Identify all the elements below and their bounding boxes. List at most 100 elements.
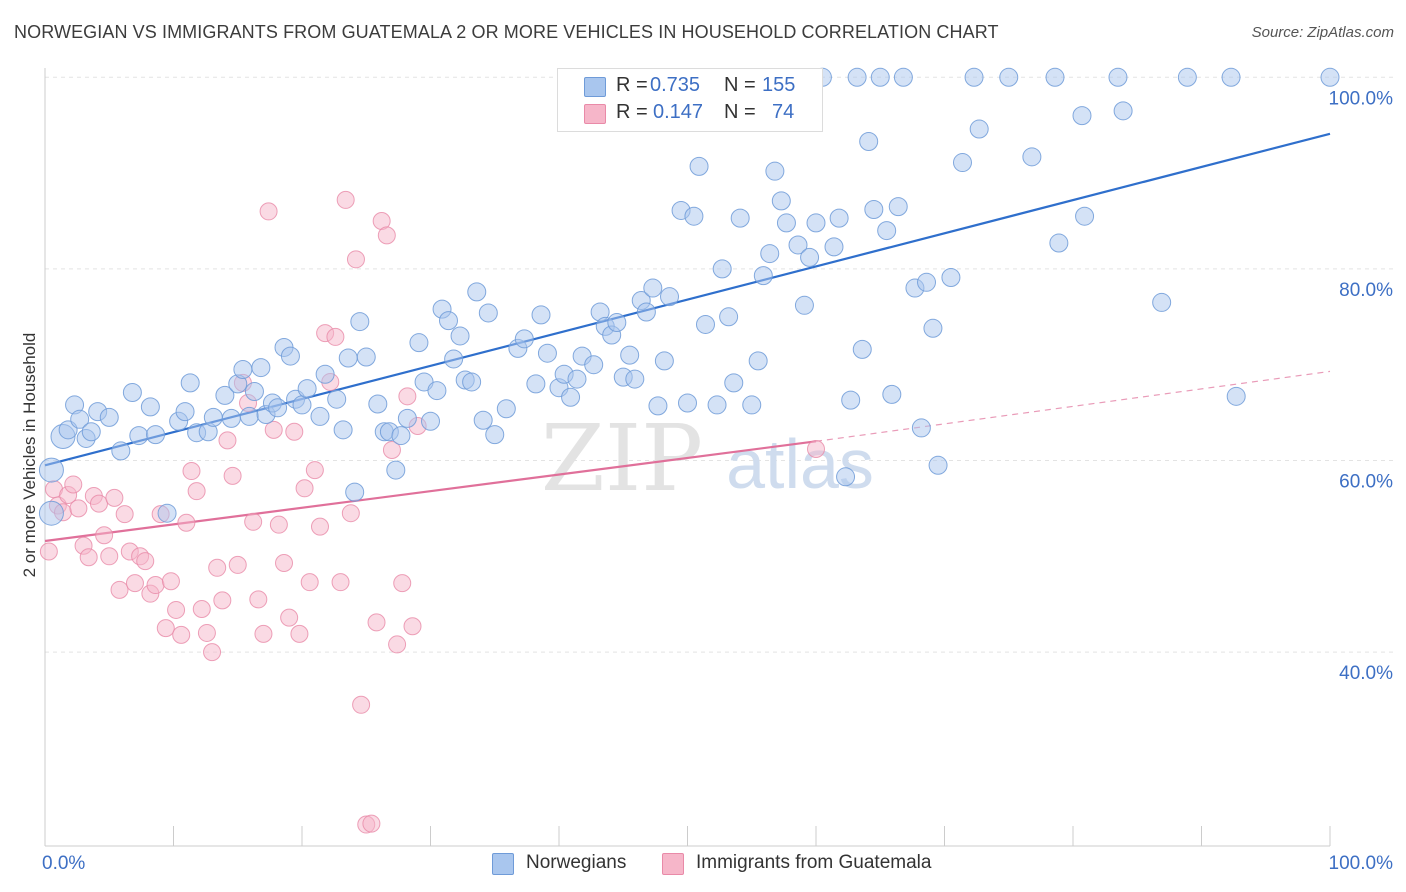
data-point-norwegians	[268, 398, 288, 418]
data-point-guatemala	[208, 558, 227, 577]
data-point-guatemala	[115, 505, 134, 524]
data-point-guatemala	[249, 590, 268, 609]
data-point-norwegians	[292, 395, 312, 415]
legend-label-guatemala: Immigrants from Guatemala	[696, 852, 932, 873]
data-point-guatemala	[161, 572, 180, 591]
data-point-norwegians	[584, 355, 604, 375]
data-point-guatemala	[310, 517, 329, 536]
data-point-guatemala	[326, 327, 345, 346]
legend-n-label: N =	[724, 74, 756, 96]
trend-line-guatemala	[44, 440, 817, 543]
source-attribution[interactable]: Source: ZipAtlas.com	[1252, 24, 1394, 41]
data-point-norwegians	[742, 395, 762, 415]
legend-n-value: 155	[762, 74, 796, 96]
data-point-norwegians	[467, 282, 487, 302]
data-point-norwegians	[917, 272, 937, 292]
legend-label-norwegians: Norwegians	[526, 852, 627, 873]
data-point-norwegians	[911, 418, 931, 438]
data-point-norwegians	[239, 406, 259, 426]
data-point-guatemala	[213, 591, 232, 610]
data-point-norwegians	[203, 407, 223, 427]
data-point-norwegians	[684, 206, 704, 226]
data-point-guatemala	[807, 440, 825, 459]
legend-swatch-pink	[662, 853, 684, 875]
data-point-guatemala	[172, 625, 191, 644]
data-point-norwegians	[473, 410, 493, 430]
y-axis-label: 2 or more Vehicles in Household	[20, 332, 39, 578]
chart-title: NORWEGIAN VS IMMIGRANTS FROM GUATEMALA 2…	[14, 22, 999, 42]
data-point-norwegians	[397, 408, 417, 428]
data-point-norwegians	[450, 326, 470, 346]
data-point-guatemala	[182, 462, 201, 481]
data-point-norwegians	[1113, 101, 1133, 121]
data-point-norwegians	[928, 455, 948, 475]
data-point-norwegians	[70, 409, 90, 429]
data-point-norwegians	[345, 482, 365, 502]
legend-swatch-blue	[492, 853, 514, 875]
data-point-norwegians	[122, 382, 142, 402]
data-point-guatemala	[331, 573, 350, 592]
data-point-norwegians	[882, 384, 902, 404]
watermark-atlas: atlas	[726, 425, 874, 503]
data-point-norwegians	[537, 343, 557, 363]
data-point-norwegians	[38, 500, 64, 526]
legend-swatch-blue	[584, 77, 606, 97]
data-point-norwegians	[251, 358, 271, 378]
data-point-guatemala	[39, 542, 58, 561]
data-point-norwegians	[409, 333, 429, 353]
data-point-norwegians	[496, 399, 516, 419]
data-point-norwegians	[753, 266, 773, 286]
data-point-guatemala	[244, 512, 263, 531]
series-norwegians-points	[38, 67, 1340, 526]
data-point-guatemala	[280, 608, 299, 627]
watermark: ZIP atlas	[541, 405, 874, 512]
data-point-norwegians	[368, 394, 388, 414]
data-point-guatemala	[89, 494, 108, 513]
legend-r-value: 0.735	[650, 74, 701, 96]
data-point-norwegians	[157, 503, 177, 523]
data-point-norwegians	[215, 385, 235, 405]
legend-n-label: N =	[724, 101, 756, 123]
data-point-guatemala	[295, 479, 314, 498]
data-point-guatemala	[352, 695, 371, 714]
legend-r-label: R =	[616, 101, 648, 123]
data-point-guatemala	[388, 635, 407, 654]
legend-swatch-pink	[584, 104, 606, 124]
data-point-norwegians	[847, 67, 867, 87]
data-point-norwegians	[526, 374, 546, 394]
data-point-norwegians	[636, 302, 656, 322]
data-point-guatemala	[382, 440, 401, 459]
data-point-guatemala	[177, 513, 196, 532]
data-point-guatemala	[336, 190, 355, 209]
data-point-norwegians	[748, 351, 768, 371]
data-point-guatemala	[228, 555, 247, 574]
data-point-guatemala	[218, 431, 237, 450]
trend-line-guatemala-extrapolated	[815, 370, 1331, 442]
x-tick-label-max: 100.0%	[1329, 853, 1394, 874]
data-point-norwegians	[280, 346, 300, 366]
data-point-norwegians	[969, 119, 989, 139]
data-point-norwegians	[386, 460, 406, 480]
data-point-guatemala	[362, 814, 381, 833]
data-point-norwegians	[338, 348, 358, 368]
data-point-norwegians	[836, 467, 856, 487]
data-point-guatemala	[197, 623, 216, 642]
data-point-norwegians	[514, 329, 534, 349]
data-point-norwegians	[952, 153, 972, 173]
data-point-norwegians	[941, 268, 961, 288]
x-tick-label-min: 0.0%	[42, 853, 85, 874]
data-point-norwegians	[1045, 67, 1065, 87]
y-tick-label: 40.0%	[1339, 663, 1393, 684]
data-point-norwegians	[244, 382, 264, 402]
data-point-norwegians	[643, 278, 663, 298]
data-point-guatemala	[136, 552, 155, 571]
data-point-guatemala	[125, 574, 144, 593]
legend-r-label: R =	[616, 74, 648, 96]
data-point-norwegians	[771, 191, 791, 211]
data-point-norwegians	[707, 395, 727, 415]
data-point-norwegians	[765, 161, 785, 181]
data-point-norwegians	[111, 441, 131, 461]
tick-labels: 40.0% 60.0% 80.0% 100.0% 0.0% 100.0%	[42, 88, 1393, 874]
data-point-norwegians	[462, 372, 482, 392]
